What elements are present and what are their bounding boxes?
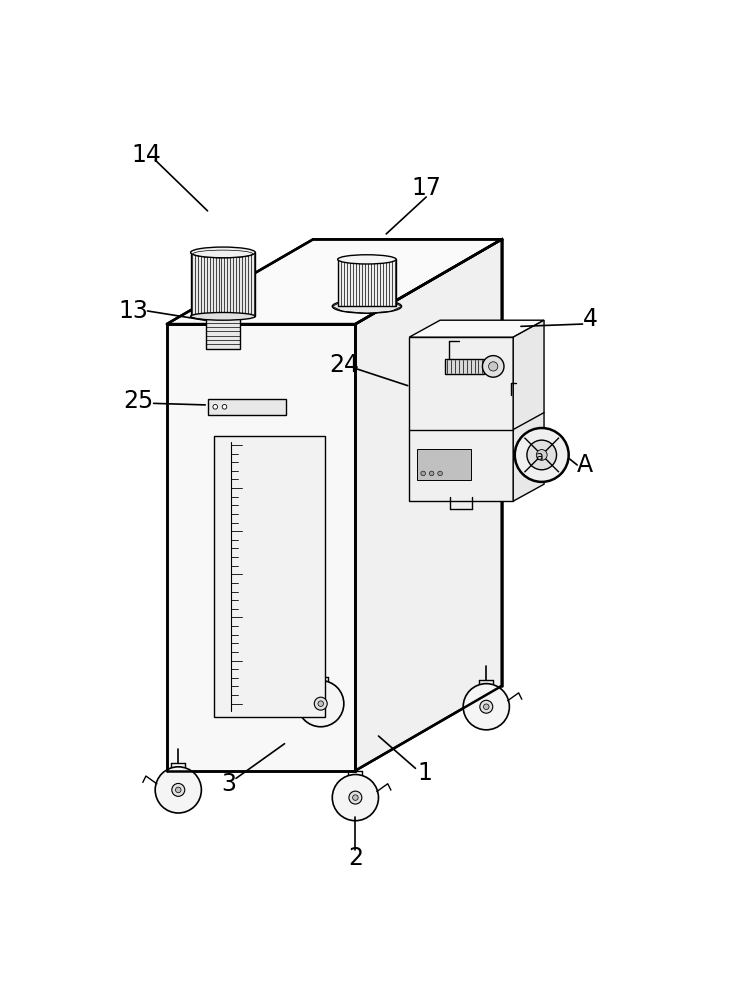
- Circle shape: [172, 783, 185, 796]
- Circle shape: [463, 684, 509, 730]
- Circle shape: [297, 681, 344, 727]
- Polygon shape: [191, 252, 255, 316]
- Text: 2: 2: [348, 846, 363, 870]
- Polygon shape: [208, 399, 286, 415]
- Circle shape: [155, 767, 201, 813]
- Circle shape: [314, 697, 327, 710]
- Text: a: a: [535, 450, 542, 463]
- Ellipse shape: [333, 299, 401, 313]
- Text: 17: 17: [411, 176, 441, 200]
- Circle shape: [175, 787, 181, 793]
- Circle shape: [480, 700, 493, 713]
- Polygon shape: [214, 436, 324, 717]
- Polygon shape: [446, 359, 484, 374]
- Polygon shape: [206, 316, 240, 349]
- Circle shape: [222, 405, 227, 409]
- Text: 1: 1: [417, 761, 432, 785]
- Text: 24: 24: [329, 353, 359, 377]
- Circle shape: [482, 356, 504, 377]
- Text: A: A: [577, 453, 593, 477]
- Circle shape: [527, 440, 556, 470]
- Circle shape: [213, 405, 217, 409]
- Polygon shape: [410, 320, 544, 337]
- Circle shape: [318, 701, 324, 706]
- Text: 4: 4: [583, 307, 597, 331]
- Polygon shape: [513, 320, 544, 501]
- Ellipse shape: [338, 255, 396, 264]
- Circle shape: [349, 791, 362, 804]
- Polygon shape: [338, 259, 396, 306]
- Text: 13: 13: [119, 299, 148, 323]
- Circle shape: [537, 450, 547, 460]
- Circle shape: [333, 774, 379, 821]
- Circle shape: [489, 362, 498, 371]
- Circle shape: [421, 471, 426, 476]
- Ellipse shape: [191, 312, 255, 320]
- Text: 3: 3: [221, 772, 236, 796]
- Circle shape: [429, 471, 434, 476]
- Circle shape: [352, 795, 358, 800]
- Polygon shape: [355, 239, 501, 771]
- Polygon shape: [417, 449, 471, 480]
- Polygon shape: [410, 337, 513, 501]
- Circle shape: [437, 471, 443, 476]
- Ellipse shape: [191, 247, 255, 258]
- Text: 25: 25: [123, 389, 153, 413]
- Circle shape: [515, 428, 569, 482]
- Circle shape: [484, 704, 489, 710]
- Polygon shape: [167, 324, 355, 771]
- Text: 14: 14: [131, 143, 161, 167]
- Polygon shape: [167, 239, 501, 324]
